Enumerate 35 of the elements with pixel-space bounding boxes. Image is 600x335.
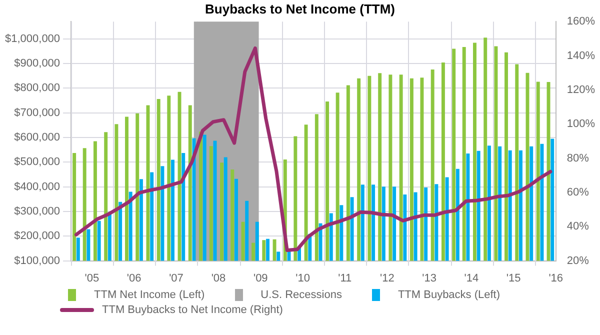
y2-tick-label: 80%	[566, 152, 590, 164]
chart-title: Buybacks to Net Income (TTM)	[205, 1, 395, 16]
y-tick-label: $600,000	[14, 132, 60, 144]
legend-label: U.S. Recessions	[260, 289, 342, 301]
x-tick-label: '08	[211, 272, 226, 284]
x-tick-label: '07	[169, 272, 184, 284]
y2-tick-label: 100%	[566, 118, 596, 130]
y-tick-label: $400,000	[14, 180, 60, 193]
y-tick-label: $300,000	[14, 206, 60, 218]
x-tick-label: '05	[84, 272, 100, 284]
x-tick-label: '13	[422, 272, 436, 284]
x-tick-label: '15	[506, 272, 521, 284]
y2-tick-label: 40%	[566, 220, 590, 233]
x-tick-label: '14	[464, 272, 479, 284]
y-tick-label: $500,000	[14, 156, 60, 168]
x-tick-label: '11	[338, 272, 352, 284]
y-tick-label: $900,000	[14, 58, 60, 70]
y-tick-label: $100,000	[14, 254, 60, 267]
y2-tick-label: 140%	[566, 50, 596, 62]
y2-tick-label: 160%	[566, 16, 596, 28]
x-tick-label: '06	[126, 272, 142, 284]
y-tick-label: $800,000	[14, 82, 60, 94]
legend-label: TTM Net Income (Left)	[94, 289, 205, 301]
y2-tick-label: 20%	[566, 254, 590, 267]
legend-label: TTM Buybacks (Left)	[398, 289, 500, 301]
x-tick-label: '12	[380, 272, 394, 284]
x-tick-label: '16	[548, 272, 564, 284]
y-tick-label: $200,000	[14, 230, 60, 242]
y2-tick-label: 60%	[566, 186, 590, 198]
y-tick-label: $1,000,000	[4, 32, 60, 45]
y-tick-label: $700,000	[14, 106, 60, 119]
x-tick-label: '10	[296, 272, 310, 284]
legend-label: TTM Buybacks to Net Income (Right)	[102, 304, 283, 316]
y2-tick-label: 120%	[566, 84, 596, 96]
x-tick-label: '09	[253, 272, 268, 284]
